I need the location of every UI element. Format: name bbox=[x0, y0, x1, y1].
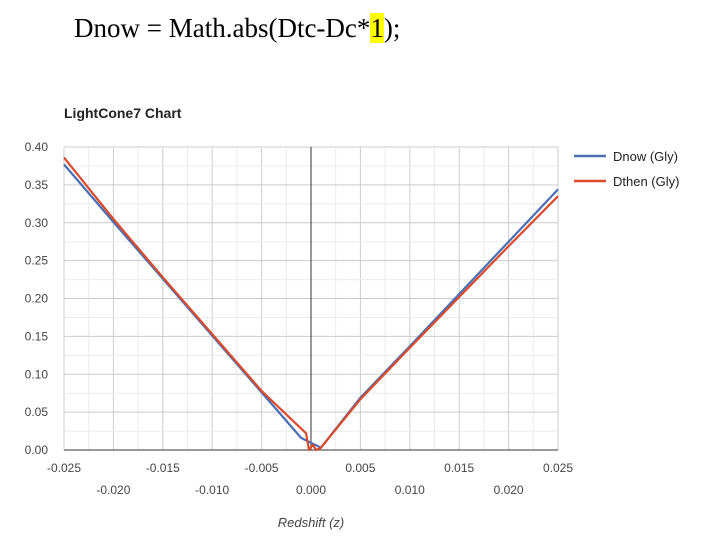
zero-line-layer bbox=[64, 147, 558, 451]
x-tick-label-upper: -0.025 bbox=[47, 461, 81, 475]
x-tick-label-lower: 0.010 bbox=[395, 483, 425, 497]
legend: Dnow (Gly) Dthen (Gly) bbox=[574, 149, 679, 189]
x-tick-label-upper: 0.015 bbox=[444, 461, 474, 475]
y-tick-label: 0.10 bbox=[25, 367, 49, 381]
x-tick-label-upper: -0.005 bbox=[245, 461, 279, 475]
x-tick-label-upper: -0.015 bbox=[146, 461, 180, 475]
tick-labels: 0.00 0.05 0.10 0.15 0.20 0.25 0.30 0.35 0.40 -0.0… bbox=[25, 140, 574, 497]
y-tick-label: 0.05 bbox=[25, 405, 49, 419]
y-tick-label: 0.20 bbox=[25, 292, 49, 306]
chart-title: LightCone7 Chart bbox=[64, 105, 182, 121]
x-tick-label-upper: 0.025 bbox=[543, 461, 573, 475]
y-tick-label: 0.00 bbox=[25, 443, 49, 457]
y-tick-label: 0.30 bbox=[25, 216, 49, 230]
series-line-dthen bbox=[63, 156, 559, 452]
x-tick-label-lower: -0.010 bbox=[195, 483, 229, 497]
series-layer bbox=[63, 156, 559, 452]
legend-label: Dthen (Gly) bbox=[613, 174, 679, 189]
legend-label: Dnow (Gly) bbox=[613, 149, 678, 164]
x-tick-label-lower: -0.020 bbox=[96, 483, 130, 497]
x-tick-label-upper: 0.005 bbox=[345, 461, 375, 475]
code-before: Dnow = Math.abs(Dtc-Dc* bbox=[74, 13, 371, 43]
x-axis-title: Redshift (z) bbox=[278, 515, 344, 530]
series-line-dnow bbox=[63, 163, 559, 449]
code-highlight: 1 bbox=[370, 13, 384, 43]
x-tick-label-lower: 0.000 bbox=[296, 483, 326, 497]
x-tick-label-lower: 0.020 bbox=[494, 483, 524, 497]
y-tick-label: 0.15 bbox=[25, 329, 49, 343]
code-after: ); bbox=[383, 13, 401, 43]
code-snippet: Dnow = Math.abs(Dtc-Dc*1); bbox=[74, 10, 400, 46]
y-tick-label: 0.40 bbox=[25, 140, 49, 154]
y-tick-label: 0.35 bbox=[25, 178, 49, 192]
y-tick-label: 0.25 bbox=[25, 254, 49, 268]
